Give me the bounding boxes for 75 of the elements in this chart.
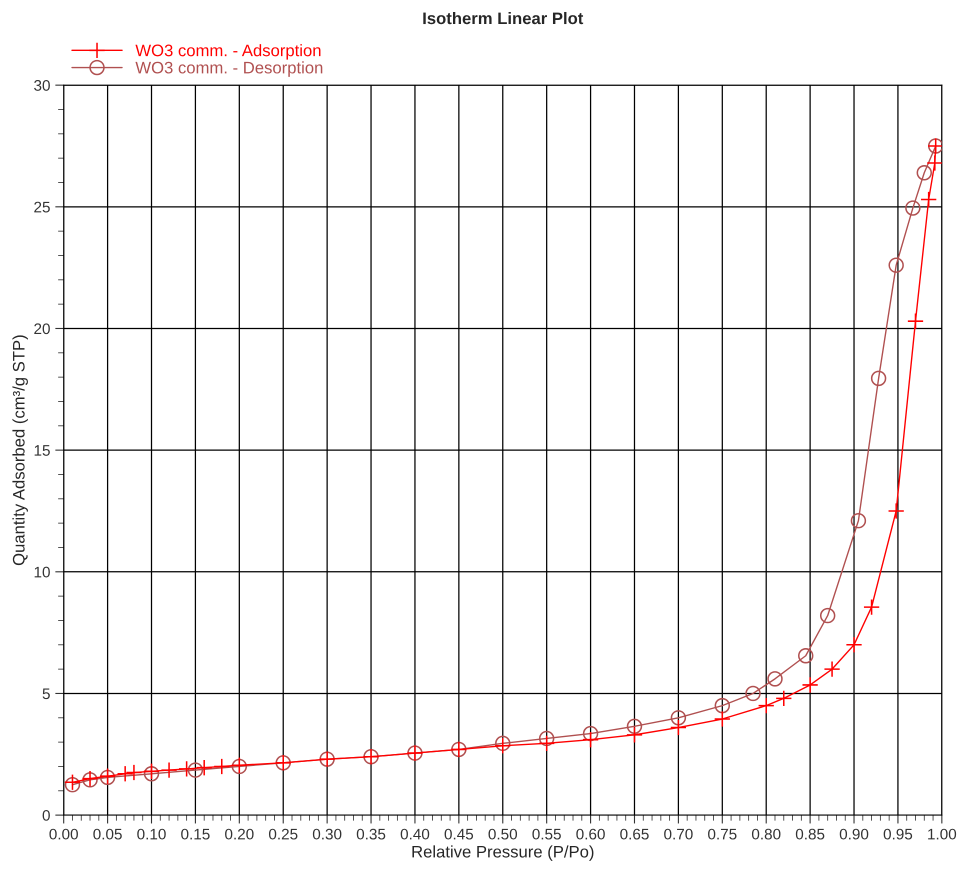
y-tick-label: 25 [34, 202, 50, 213]
x-tick-label: 0.25 [268, 828, 298, 840]
point [144, 766, 160, 782]
point [714, 698, 730, 714]
point [143, 762, 160, 780]
point [745, 686, 761, 702]
point [64, 774, 81, 791]
x-tick-label: 0.45 [444, 828, 474, 840]
point [863, 598, 880, 616]
y-tick-label: 15 [34, 445, 50, 456]
x-tick-label: 0.50 [488, 828, 518, 840]
x-tick-label: 0.20 [225, 828, 254, 840]
point [820, 608, 836, 624]
point [916, 165, 932, 180]
point [160, 762, 178, 779]
y-tick-label: 5 [42, 688, 50, 700]
x-tick-label: 0.95 [884, 828, 912, 840]
point [870, 370, 886, 386]
x-tick-label: 0.85 [796, 828, 824, 840]
x-tick-label: 0.10 [137, 828, 166, 840]
point [582, 726, 598, 742]
chart-title: Isotherm Linear Plot [423, 12, 584, 24]
point [767, 671, 783, 687]
point [824, 660, 840, 678]
point [116, 765, 134, 782]
point [196, 759, 213, 776]
x-tick-label: 1.00 [928, 828, 956, 840]
x-tick-label: 0.05 [93, 828, 122, 840]
point [188, 762, 204, 778]
y-tick-label: 10 [34, 566, 50, 578]
point [670, 710, 686, 726]
x-tick-label: 0.75 [708, 828, 737, 840]
x-tick-label: 0.60 [576, 828, 605, 840]
point [920, 191, 938, 208]
point [758, 697, 775, 714]
point [850, 512, 866, 528]
point [798, 648, 814, 664]
point [888, 502, 905, 520]
x-tick-label: 0.80 [752, 828, 780, 840]
x-tick-label: 0.30 [312, 828, 342, 840]
y-tick-label: 30 [34, 80, 50, 91]
point [775, 690, 792, 707]
point [626, 726, 643, 744]
point [888, 258, 904, 273]
point [670, 719, 687, 736]
x-axis-title: Relative Pressure (P/Po) [412, 845, 594, 861]
point [926, 154, 942, 172]
point [494, 737, 512, 754]
point [213, 758, 230, 775]
point [126, 764, 142, 781]
y-tick-label: 20 [34, 323, 50, 334]
point [64, 777, 80, 792]
x-tick-label: 0.90 [840, 828, 868, 840]
legend-label: WO3 comm. - Desorption [135, 61, 322, 77]
x-tick-label: 0.65 [620, 828, 649, 840]
point [538, 730, 554, 746]
x-tick-label: 0.55 [532, 828, 561, 840]
y-tick-label: 0 [42, 810, 50, 821]
point [905, 200, 921, 216]
point [907, 312, 924, 330]
x-tick-label: 0.70 [664, 828, 693, 840]
x-tick-label: 0.40 [400, 828, 430, 840]
point [846, 636, 862, 654]
y-axis-title: Quantity Adsorbed (cm³/g STP) [12, 335, 28, 566]
point [495, 736, 510, 752]
x-tick-label: 0.35 [356, 828, 386, 840]
legend-label: WO3 comm. - Adsorption [135, 44, 320, 60]
point [802, 676, 819, 694]
point [714, 710, 731, 728]
point [626, 718, 642, 734]
point [178, 760, 196, 778]
x-tick-label: 0.15 [181, 828, 210, 840]
point [582, 731, 599, 748]
point [538, 734, 556, 752]
x-tick-label: 0.00 [49, 828, 78, 840]
